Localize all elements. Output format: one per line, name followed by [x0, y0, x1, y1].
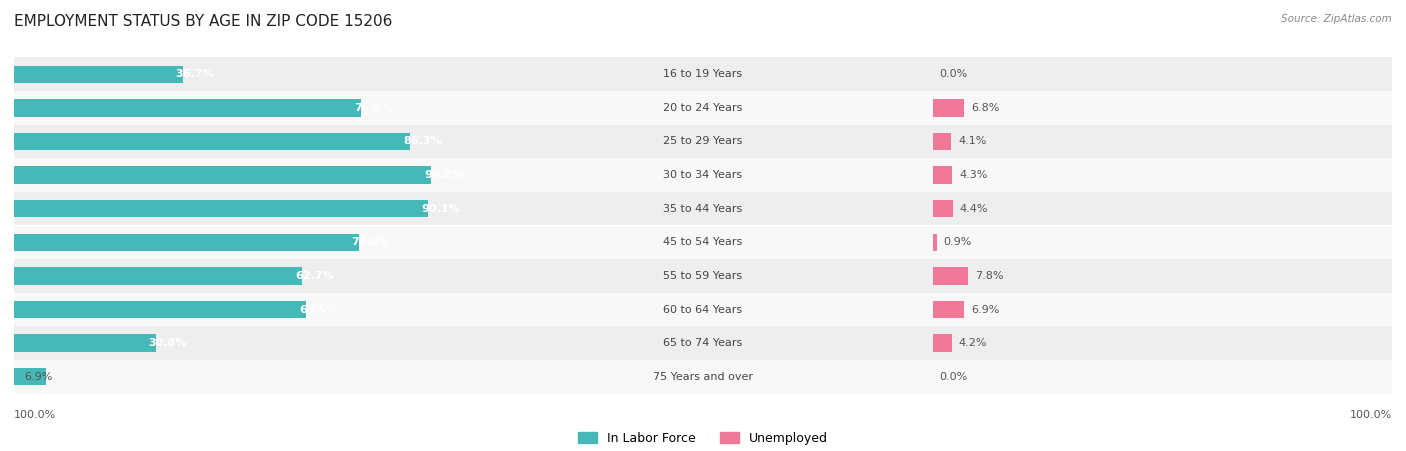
Text: EMPLOYMENT STATUS BY AGE IN ZIP CODE 15206: EMPLOYMENT STATUS BY AGE IN ZIP CODE 152… [14, 14, 392, 28]
Bar [14, 368, 46, 386]
Text: 63.5%: 63.5% [299, 304, 337, 314]
Bar [0, 192, 1406, 226]
Bar [932, 301, 965, 318]
Bar [0, 226, 1406, 259]
Text: 30.8%: 30.8% [149, 338, 187, 348]
Text: 4.3%: 4.3% [959, 170, 987, 180]
Bar [0, 124, 1406, 158]
Bar [0, 91, 1406, 124]
Bar [0, 327, 1406, 360]
Text: 6.9%: 6.9% [972, 304, 1000, 314]
Bar [932, 99, 965, 117]
Text: 100.0%: 100.0% [14, 410, 56, 420]
Bar [932, 267, 969, 285]
Bar [14, 65, 183, 83]
Bar [0, 158, 1406, 192]
Bar [0, 360, 1406, 394]
Bar [0, 293, 1406, 327]
Text: 75.0%: 75.0% [352, 237, 389, 247]
Text: 25 to 29 Years: 25 to 29 Years [664, 137, 742, 147]
Bar [14, 234, 359, 251]
Text: 45 to 54 Years: 45 to 54 Years [664, 237, 742, 247]
Text: 90.1%: 90.1% [420, 204, 460, 214]
Bar [932, 234, 936, 251]
Text: 100.0%: 100.0% [1350, 410, 1392, 420]
Bar [0, 91, 1406, 124]
Text: 75 Years and over: 75 Years and over [652, 372, 754, 382]
Text: 62.7%: 62.7% [295, 271, 333, 281]
Text: 35 to 44 Years: 35 to 44 Years [664, 204, 742, 214]
Bar [0, 57, 1406, 91]
Bar [0, 226, 1406, 259]
Text: 0.0%: 0.0% [939, 372, 967, 382]
Text: 75.6%: 75.6% [354, 103, 394, 113]
Bar [0, 124, 1406, 158]
Text: 4.2%: 4.2% [959, 338, 987, 348]
Text: 4.1%: 4.1% [959, 137, 987, 147]
Text: 90.8%: 90.8% [425, 170, 463, 180]
Bar [14, 301, 305, 318]
Text: Source: ZipAtlas.com: Source: ZipAtlas.com [1281, 14, 1392, 23]
Bar [0, 259, 1406, 293]
Bar [0, 158, 1406, 192]
Text: 36.7%: 36.7% [176, 69, 214, 79]
Bar [0, 91, 1406, 124]
Bar [0, 192, 1406, 226]
Bar [0, 259, 1406, 293]
Legend: In Labor Force, Unemployed: In Labor Force, Unemployed [578, 432, 828, 445]
Text: 6.8%: 6.8% [970, 103, 1000, 113]
Text: 20 to 24 Years: 20 to 24 Years [664, 103, 742, 113]
Text: 0.9%: 0.9% [943, 237, 972, 247]
Bar [0, 360, 1406, 394]
Bar [0, 57, 1406, 91]
Bar [0, 360, 1406, 394]
Bar [932, 133, 952, 150]
Bar [932, 334, 952, 352]
Text: 7.8%: 7.8% [976, 271, 1004, 281]
Text: 60 to 64 Years: 60 to 64 Years [664, 304, 742, 314]
Text: 4.4%: 4.4% [960, 204, 988, 214]
Bar [14, 334, 156, 352]
Bar [0, 57, 1406, 91]
Bar [0, 293, 1406, 327]
Bar [0, 226, 1406, 259]
Bar [932, 166, 952, 184]
Text: 16 to 19 Years: 16 to 19 Years [664, 69, 742, 79]
Bar [14, 200, 427, 217]
Bar [0, 124, 1406, 158]
Bar [932, 200, 953, 217]
Bar [0, 192, 1406, 226]
Bar [14, 267, 302, 285]
Bar [0, 327, 1406, 360]
Text: 30 to 34 Years: 30 to 34 Years [664, 170, 742, 180]
Bar [0, 327, 1406, 360]
Bar [0, 259, 1406, 293]
Bar [14, 133, 411, 150]
Bar [0, 293, 1406, 327]
Text: 55 to 59 Years: 55 to 59 Years [664, 271, 742, 281]
Text: 86.3%: 86.3% [404, 137, 441, 147]
Text: 6.9%: 6.9% [24, 372, 52, 382]
Bar [0, 158, 1406, 192]
Text: 65 to 74 Years: 65 to 74 Years [664, 338, 742, 348]
Text: 0.0%: 0.0% [939, 69, 967, 79]
Bar [14, 99, 361, 117]
Bar [14, 166, 432, 184]
